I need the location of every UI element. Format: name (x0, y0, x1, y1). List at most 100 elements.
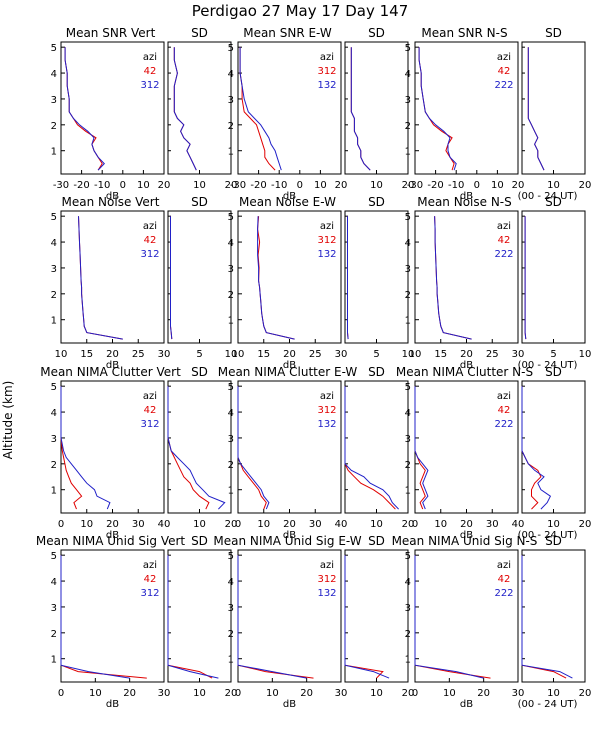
x-tick-label: 10 (443, 688, 456, 699)
sd-series-222 (521, 555, 573, 679)
y-tick-label: 5 (405, 551, 411, 562)
x-tick-label: -10 (271, 180, 287, 191)
legend-entry-red: 312 (317, 235, 336, 246)
y-tick-label: 3 (405, 434, 411, 445)
y-tick-label: 3 (228, 434, 234, 445)
sd-x-tick-label: 10 (547, 519, 560, 530)
x-tick-label: 25 (486, 349, 499, 360)
sd-x-tick-label: 20 (402, 519, 415, 530)
ut-label: (00 - 24 UT) (518, 191, 578, 202)
y-tick-label: 2 (51, 290, 57, 301)
y-tick-label: 3 (51, 95, 57, 106)
y-tick-label: 1 (405, 655, 411, 666)
x-tick-label: 30 (512, 349, 525, 360)
x-axis-label: dB (106, 191, 119, 202)
y-tick-label: 2 (51, 460, 57, 471)
sd-series-132 (350, 47, 371, 171)
sd-x-tick-label: 10 (370, 519, 383, 530)
x-tick-label: 0 (58, 688, 64, 699)
x-axis-label: dB (460, 699, 473, 710)
y-tick-label: 1 (228, 486, 234, 497)
x-tick-label: 0 (235, 688, 241, 699)
mean-series-312 (78, 216, 123, 340)
y-tick-label: 2 (51, 121, 57, 132)
sd-series-312 (173, 47, 197, 171)
x-axis-label: dB (283, 360, 296, 371)
sd-series-42 (521, 555, 567, 679)
legend-entry-red: 312 (317, 405, 336, 416)
x-tick-label: 30 (158, 688, 171, 699)
y-tick-label: 4 (228, 408, 234, 419)
y-tick-label: 5 (228, 551, 234, 562)
y-tick-label: 1 (228, 655, 234, 666)
legend-entry-red: 42 (498, 66, 511, 77)
sd-x-tick-label: 20 (579, 180, 592, 191)
x-tick-label: 10 (434, 519, 447, 530)
mean-series-312 (60, 386, 111, 510)
x-tick-label: -20 (427, 180, 443, 191)
legend-entry-blue: 222 (494, 419, 513, 430)
sd-series-222 (524, 216, 527, 340)
x-tick-label: 10 (491, 180, 504, 191)
y-tick-label: 5 (51, 43, 57, 54)
y-tick-label: 4 (405, 408, 411, 419)
sd-series-42 (527, 47, 545, 171)
x-tick-label: 30 (335, 688, 348, 699)
y-tick-label: 3 (228, 264, 234, 275)
sd-panel-title: SD (191, 534, 208, 548)
legend-entry-blue: 132 (317, 249, 336, 260)
legend-entry-blue: 132 (317, 588, 336, 599)
y-tick-label: 3 (228, 603, 234, 614)
sd-panel-title: SD (545, 26, 562, 40)
legend-header: azi (143, 52, 157, 63)
sd-x-tick-label: 10 (225, 349, 238, 360)
x-tick-label: 30 (512, 688, 525, 699)
x-tick-label: 20 (123, 688, 136, 699)
y-tick-label: 2 (228, 290, 234, 301)
x-tick-label: 0 (412, 688, 418, 699)
x-axis-label: dB (283, 191, 296, 202)
x-tick-label: 15 (434, 349, 447, 360)
sd-panel-title: SD (545, 534, 562, 548)
legend-entry-blue: 312 (140, 80, 159, 91)
x-tick-label: -20 (73, 180, 89, 191)
y-tick-label: 2 (228, 460, 234, 471)
y-tick-label: 1 (51, 316, 57, 327)
legend-header: azi (143, 221, 157, 232)
legend-header: azi (320, 52, 334, 63)
y-tick-label: 3 (228, 95, 234, 106)
mean-series-42 (414, 386, 426, 510)
y-tick-label: 5 (51, 551, 57, 562)
sd-panel-title: SD (545, 365, 562, 379)
legend-entry-red: 312 (317, 66, 336, 77)
y-tick-label: 3 (405, 95, 411, 106)
legend-entry-blue: 312 (140, 588, 159, 599)
mean-series-222 (414, 555, 484, 679)
mean-series-222 (418, 47, 457, 171)
ut-label: (00 - 24 UT) (518, 699, 578, 710)
mean-series-132 (257, 216, 295, 340)
y-tick-label: 1 (51, 147, 57, 158)
x-tick-label: 15 (80, 349, 93, 360)
x-tick-label: 20 (477, 688, 490, 699)
sd-x-tick-label: 20 (225, 688, 238, 699)
y-axis-label-wrapper: Altitude (km) (1, 381, 15, 460)
x-tick-label: 30 (158, 349, 171, 360)
x-axis-label: dB (460, 530, 473, 541)
y-tick-label: 5 (228, 382, 234, 393)
mean-series-222 (414, 386, 429, 510)
panel-title: Mean SNR Vert (66, 26, 156, 40)
sd-x-tick-label: 10 (579, 349, 592, 360)
legend-entry-blue: 222 (494, 588, 513, 599)
mean-series-42 (60, 555, 147, 679)
sd-series-312 (170, 216, 173, 340)
sd-x-tick-label: 5 (550, 349, 556, 360)
x-tick-label: 0 (58, 519, 64, 530)
sd-panel-frame (167, 549, 232, 683)
x-axis-label: dB (460, 360, 473, 371)
sd-x-tick-label: 10 (370, 688, 383, 699)
sd-panel-frame (521, 41, 586, 175)
mean-series-42 (64, 47, 103, 171)
x-tick-label: 10 (266, 688, 279, 699)
